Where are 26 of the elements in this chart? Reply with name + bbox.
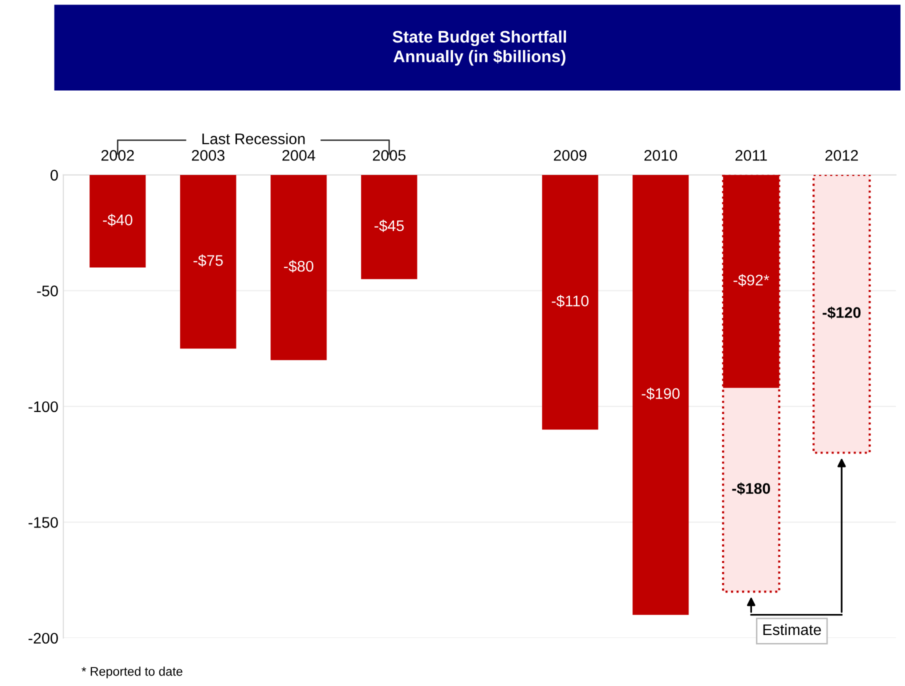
text: * Reported to date — [82, 666, 182, 678]
x-tick-label: 2002 — [101, 150, 134, 161]
data-label: -$110 — [552, 294, 589, 308]
y-tick-label: -150 — [28, 517, 58, 528]
data-label: -$80 — [284, 260, 314, 273]
data-label: -$75 — [194, 254, 223, 267]
text: Last Recession — [202, 133, 305, 144]
data-label: -$120 — [822, 306, 861, 319]
data-label: -$45 — [374, 220, 404, 232]
x-tick-label: 2004 — [282, 150, 316, 161]
chart-title: State Budget Shortfall Annually (in $billions) — [392, 30, 566, 66]
x-tick-label: 2012 — [825, 150, 858, 161]
data-label: -$180 — [732, 482, 770, 495]
annotation: Estimate — [763, 624, 821, 636]
x-tick-label: 2011 — [735, 150, 767, 161]
y-tick-label: 0 — [50, 170, 58, 181]
x-tick-label: 2003 — [192, 150, 224, 161]
y-tick-label: -200 — [28, 632, 58, 644]
data-label: -$92* — [734, 274, 770, 286]
data-label: -$40 — [103, 214, 132, 226]
y-tick-label: -50 — [37, 286, 58, 296]
x-tick-label: 2009 — [554, 150, 586, 161]
x-tick-label: 2005 — [372, 150, 406, 161]
y-tick-label: -100 — [28, 401, 58, 412]
x-tick-label: 2010 — [644, 150, 678, 161]
data-label: -$190 — [642, 388, 680, 400]
